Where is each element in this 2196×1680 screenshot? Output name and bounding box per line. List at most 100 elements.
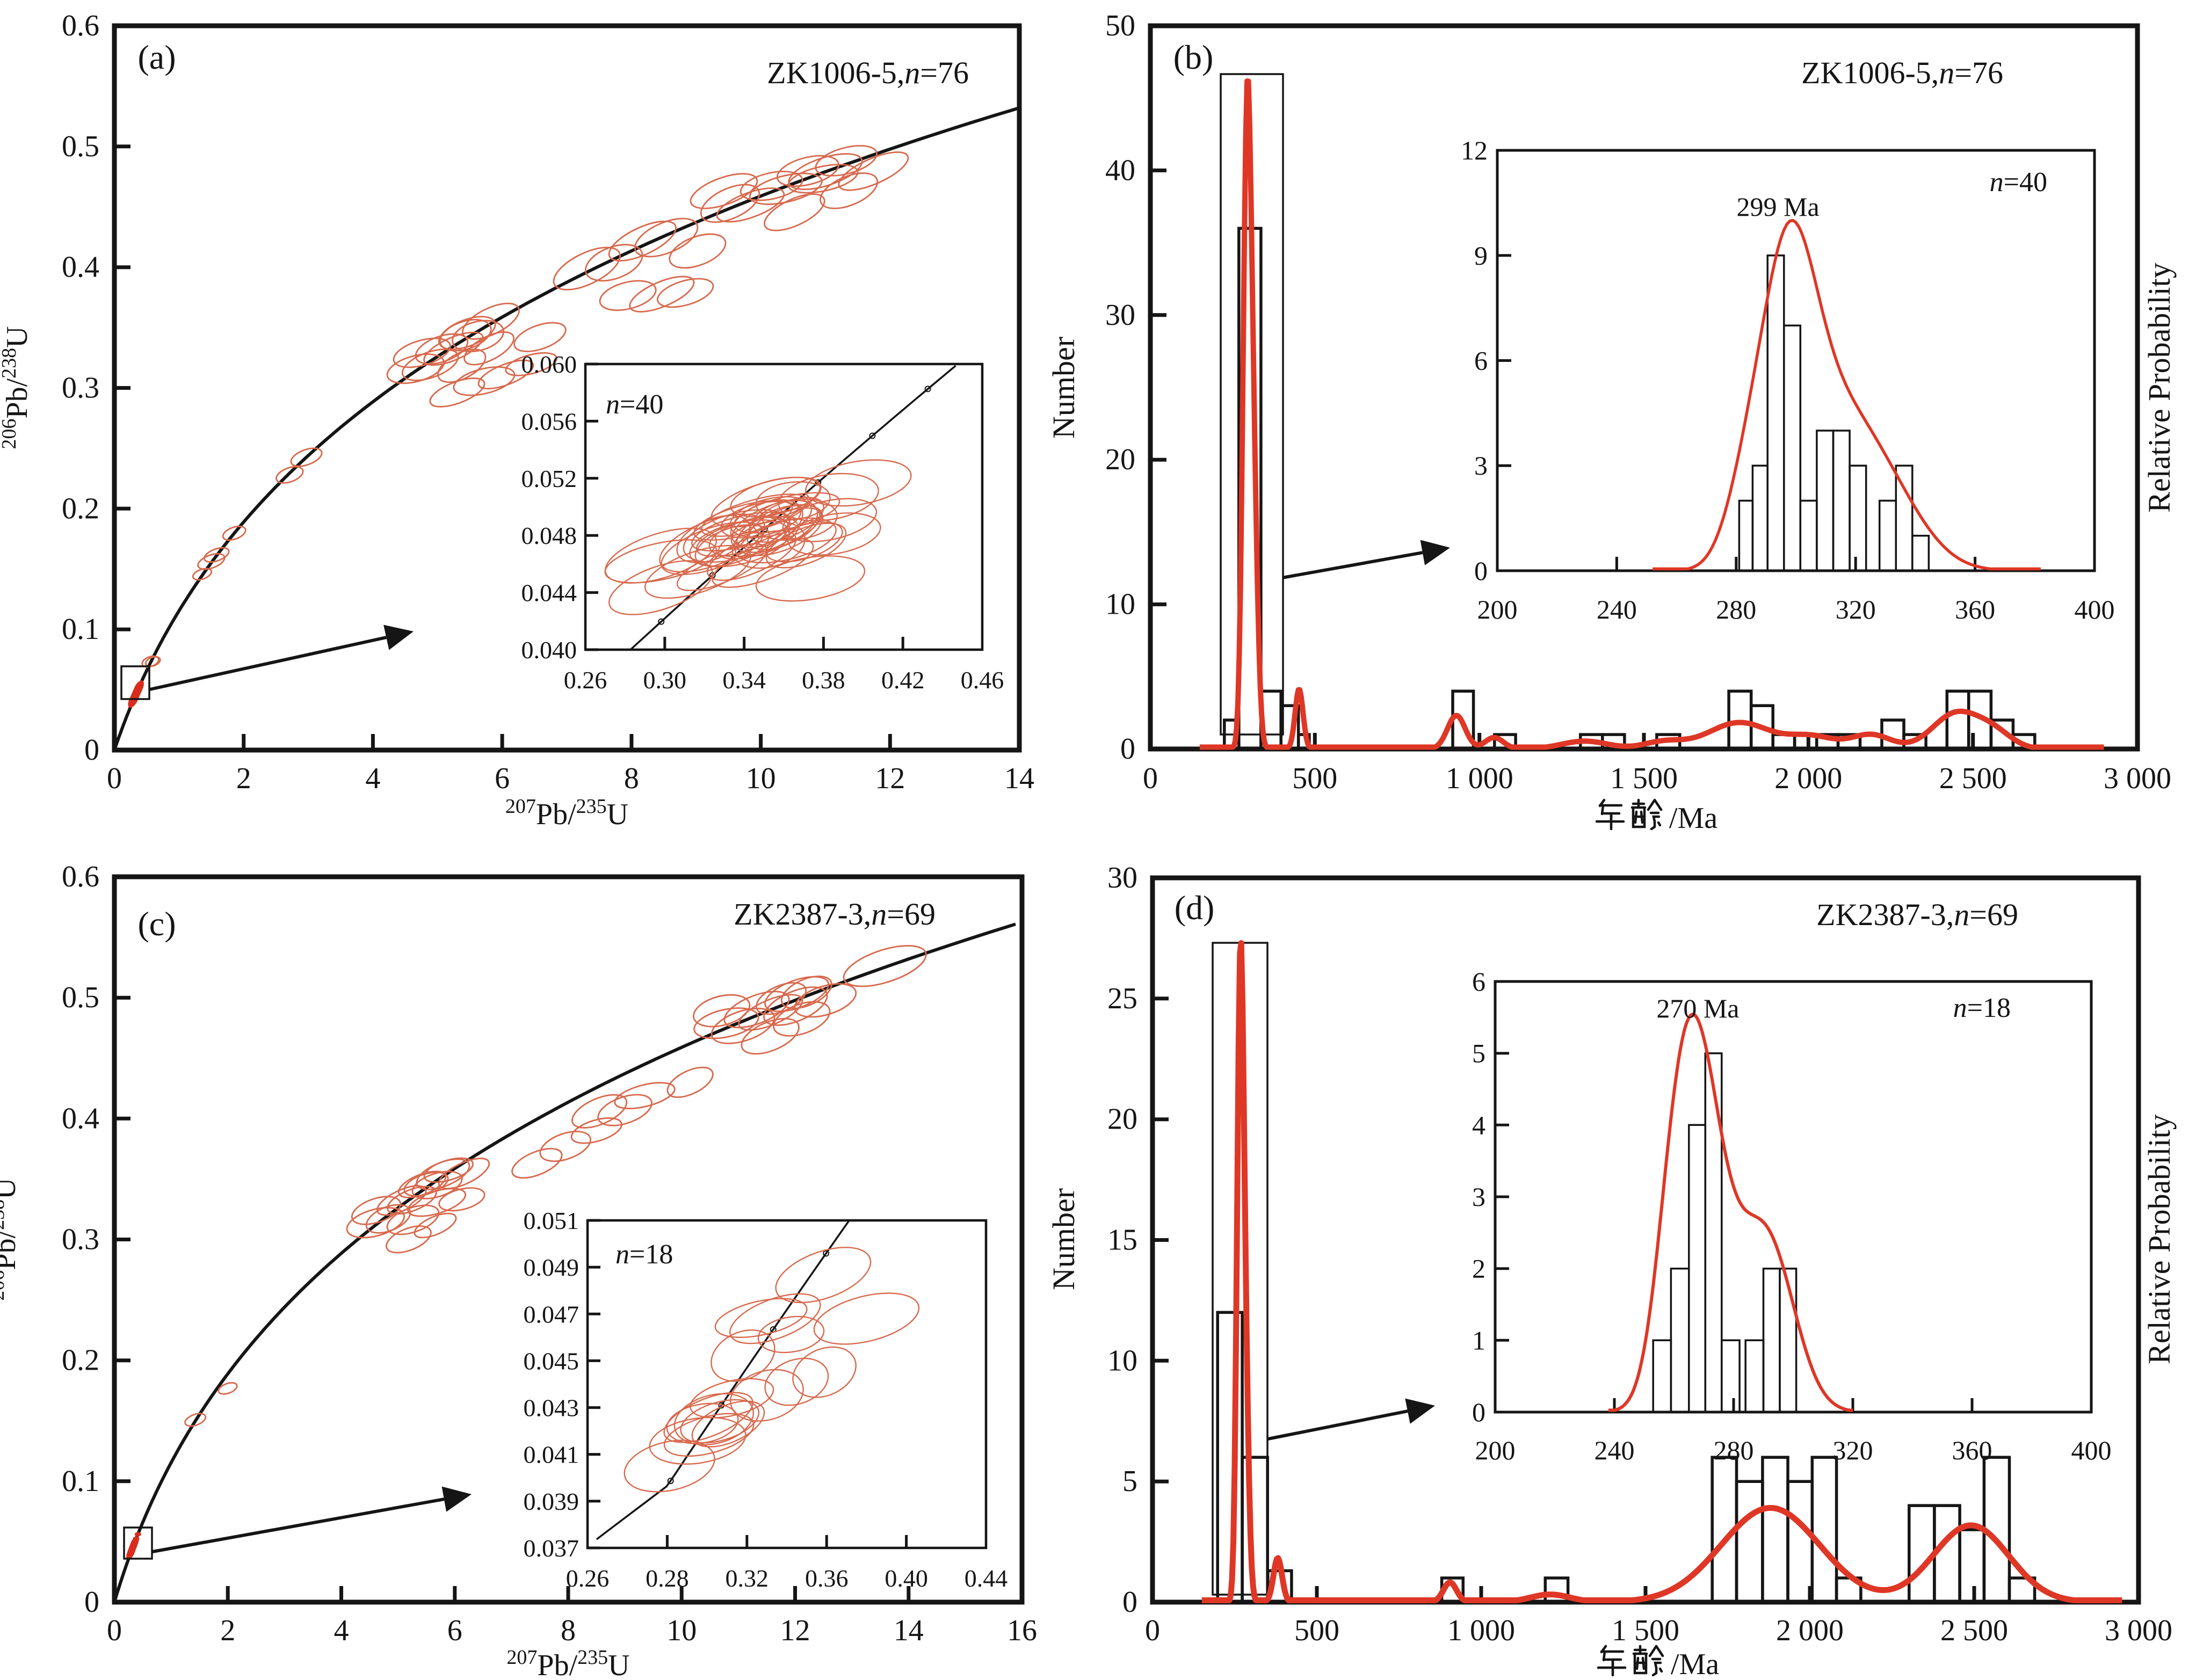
svg-text:0: 0	[1120, 732, 1135, 766]
svg-text:10: 10	[746, 762, 776, 795]
svg-text:6: 6	[447, 1614, 462, 1647]
svg-text:10: 10	[1107, 1344, 1137, 1377]
svg-text:6: 6	[1474, 346, 1488, 376]
svg-text:(d): (d)	[1175, 889, 1215, 927]
svg-text:4: 4	[365, 762, 380, 795]
svg-text:0: 0	[1474, 556, 1488, 586]
svg-text:320: 320	[1833, 1435, 1873, 1465]
svg-text:n=40: n=40	[606, 389, 663, 420]
svg-text:ZK1006-5,n=76: ZK1006-5,n=76	[1801, 55, 2003, 90]
svg-text:2 500: 2 500	[1940, 1614, 2008, 1647]
svg-text:320: 320	[1836, 594, 1876, 624]
svg-text:0.6: 0.6	[62, 9, 99, 42]
svg-text:0.3: 0.3	[62, 372, 99, 405]
svg-text:0: 0	[1143, 762, 1158, 795]
svg-text:20: 20	[1107, 1103, 1137, 1136]
svg-text:0.38: 0.38	[802, 666, 845, 694]
svg-text:0: 0	[84, 733, 99, 767]
svg-text:500: 500	[1294, 1614, 1339, 1647]
svg-text:9: 9	[1474, 241, 1488, 271]
svg-text:2 000: 2 000	[1776, 1614, 1844, 1647]
svg-text:3: 3	[1474, 450, 1488, 481]
svg-text:20: 20	[1105, 443, 1135, 476]
svg-text:(c): (c)	[137, 905, 176, 943]
svg-text:n=18: n=18	[1953, 993, 2011, 1023]
svg-text:ZK2387-3,n=69: ZK2387-3,n=69	[1816, 897, 2018, 932]
svg-text:500: 500	[1292, 762, 1337, 795]
svg-text:1 500: 1 500	[1612, 1614, 1679, 1647]
svg-text:1 000: 1 000	[1446, 762, 1513, 795]
svg-text:8: 8	[561, 1614, 576, 1647]
svg-text:0.1: 0.1	[62, 613, 99, 646]
svg-text:4: 4	[334, 1614, 349, 1647]
svg-text:15: 15	[1107, 1224, 1137, 1257]
svg-text:Relative Probability: Relative Probability	[2142, 263, 2177, 513]
svg-text:16: 16	[1007, 1614, 1037, 1647]
svg-text:400: 400	[2071, 1435, 2112, 1465]
svg-text:0.30: 0.30	[643, 666, 687, 694]
svg-text:0.045: 0.045	[524, 1347, 579, 1374]
svg-text:50: 50	[1105, 9, 1135, 42]
svg-text:0.049: 0.049	[524, 1254, 579, 1281]
svg-text:0.42: 0.42	[881, 666, 925, 694]
svg-text:0.040: 0.040	[521, 636, 577, 664]
svg-text:400: 400	[2075, 594, 2115, 624]
svg-text:0.044: 0.044	[521, 579, 577, 607]
svg-text:0.037: 0.037	[524, 1534, 579, 1562]
svg-text:360: 360	[1952, 1435, 1992, 1465]
svg-text:5: 5	[1122, 1465, 1137, 1498]
svg-text:12: 12	[1461, 135, 1488, 165]
svg-text:0: 0	[1472, 1397, 1485, 1427]
svg-text:0: 0	[1145, 1614, 1160, 1647]
svg-text:0.4: 0.4	[62, 251, 99, 284]
svg-text:299 Ma: 299 Ma	[1737, 192, 1820, 222]
svg-text:0.26: 0.26	[566, 1565, 610, 1592]
svg-text:0.2: 0.2	[62, 1344, 99, 1377]
svg-text:0.26: 0.26	[564, 666, 607, 694]
svg-text:0: 0	[1122, 1586, 1137, 1619]
svg-text:0.051: 0.051	[524, 1207, 579, 1234]
svg-text:1 500: 1 500	[1610, 762, 1678, 795]
svg-text:n=18: n=18	[615, 1239, 673, 1270]
svg-text:0.5: 0.5	[62, 981, 99, 1014]
svg-text:12: 12	[875, 762, 905, 795]
svg-text:360: 360	[1955, 594, 1995, 624]
svg-text:0.4: 0.4	[62, 1102, 99, 1135]
svg-text:0.6: 0.6	[62, 860, 99, 893]
svg-text:200: 200	[1475, 1435, 1516, 1465]
svg-text:1: 1	[1472, 1325, 1485, 1355]
svg-text:0.34: 0.34	[722, 666, 766, 694]
svg-text:280: 280	[1714, 1435, 1754, 1465]
svg-text:0.36: 0.36	[805, 1565, 849, 1592]
svg-text:0.056: 0.056	[521, 408, 577, 435]
svg-text:30: 30	[1107, 861, 1137, 894]
svg-text:4: 4	[1472, 1110, 1485, 1140]
svg-text:Relative Probability: Relative Probability	[2142, 1114, 2177, 1364]
svg-text:25: 25	[1107, 982, 1137, 1015]
svg-text:2 000: 2 000	[1774, 762, 1842, 795]
svg-text:0.047: 0.047	[524, 1300, 579, 1328]
svg-text:0.40: 0.40	[885, 1565, 928, 1592]
svg-text:0.2: 0.2	[62, 492, 99, 525]
svg-text:/Ma: /Ma	[1669, 802, 1717, 835]
svg-text:0.3: 0.3	[62, 1223, 99, 1256]
svg-text:3 000: 3 000	[2105, 1614, 2172, 1647]
svg-text:0.048: 0.048	[521, 522, 577, 549]
svg-text:(b): (b)	[1173, 38, 1214, 76]
svg-text:14: 14	[1004, 762, 1034, 795]
svg-text:0: 0	[84, 1586, 99, 1619]
svg-text:0.28: 0.28	[646, 1565, 689, 1592]
svg-text:270 Ma: 270 Ma	[1656, 993, 1739, 1023]
svg-text:0.043: 0.043	[524, 1394, 579, 1422]
svg-text:14: 14	[894, 1614, 924, 1647]
svg-text:30: 30	[1105, 299, 1135, 332]
svg-text:0: 0	[107, 762, 122, 795]
svg-text:200: 200	[1477, 594, 1518, 624]
svg-text:280: 280	[1716, 594, 1756, 624]
svg-text:ZK2387-3,n=69: ZK2387-3,n=69	[734, 897, 936, 932]
svg-text:2 500: 2 500	[1939, 762, 2007, 795]
svg-text:8: 8	[624, 762, 639, 795]
svg-text:12: 12	[780, 1614, 810, 1647]
svg-text:0.1: 0.1	[62, 1465, 99, 1498]
svg-text:ZK1006-5,n=76: ZK1006-5,n=76	[767, 55, 969, 90]
